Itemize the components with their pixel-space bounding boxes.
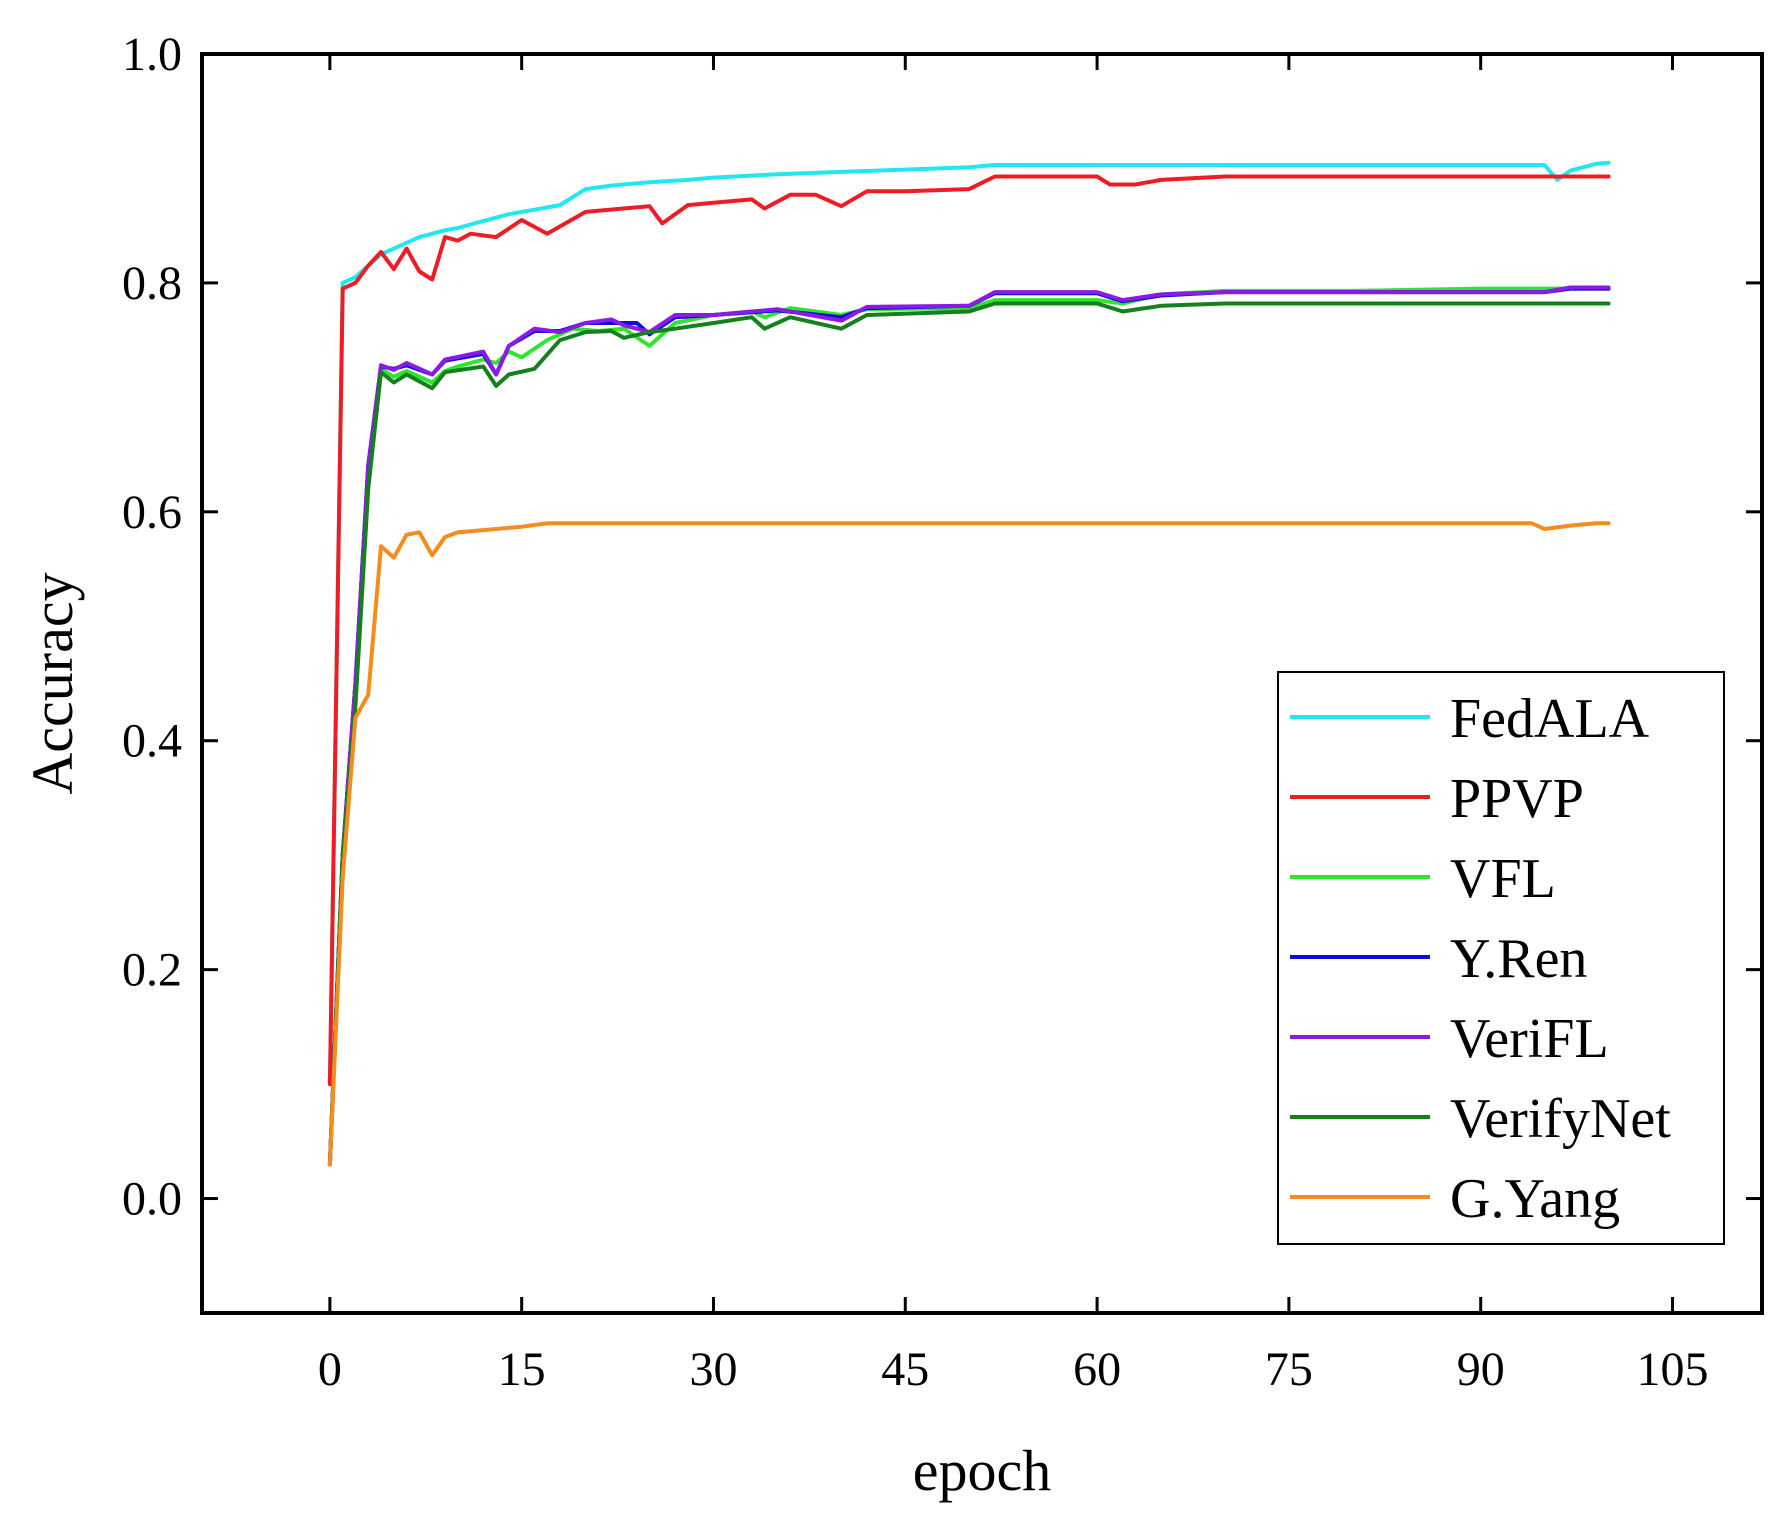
x-tick-label: 15: [498, 1343, 546, 1396]
legend-label: VeriFL: [1450, 1008, 1609, 1070]
x-tick-label: 90: [1457, 1343, 1505, 1396]
legend-label: VerifyNet: [1450, 1088, 1671, 1150]
y-tick-label: 1.0: [122, 28, 182, 81]
x-tick-label: 30: [689, 1343, 737, 1396]
legend: FedALA PPVP VFL Y.Ren VeriFL VerifyNet G.Yang: [1277, 671, 1725, 1245]
series-line-g-yang: [327, 521, 1611, 1167]
series-line-verifynet: [327, 301, 1611, 1167]
legend-label: FedALA: [1450, 688, 1650, 750]
y-axis-title: Accuracy: [20, 572, 85, 794]
x-tick-label: 0: [318, 1343, 342, 1396]
x-tick-label: 60: [1073, 1343, 1121, 1396]
plot-lines: [327, 160, 1611, 1167]
y-tick-label: 0.4: [122, 715, 182, 768]
series-line-vfl: [327, 286, 1611, 1167]
y-tick-label: 0.8: [122, 257, 182, 310]
y-tick-label: 0.6: [122, 486, 182, 539]
legend-label: Y.Ren: [1450, 928, 1587, 990]
legend-label: VFL: [1450, 848, 1556, 910]
series-line-fedala: [327, 160, 1611, 1087]
x-tick-label: 105: [1636, 1343, 1708, 1396]
x-axis-title: epoch: [913, 1438, 1052, 1503]
legend-label: G.Yang: [1450, 1168, 1620, 1230]
legend-label: PPVP: [1450, 768, 1584, 830]
axis-ticks: 0 15 30 45 60 75 90 105 0.0 0.2 0.4 0.6 0.8 1.0: [122, 28, 1762, 1396]
x-tick-label: 45: [881, 1343, 929, 1396]
series-line-verifl: [327, 285, 1611, 1167]
plot-frame: [200, 52, 1764, 1315]
series-line-ppvp: [327, 174, 1611, 1087]
y-tick-label: 0.2: [122, 944, 182, 997]
y-tick-label: 0.0: [122, 1173, 182, 1226]
x-tick-label: 75: [1265, 1343, 1313, 1396]
